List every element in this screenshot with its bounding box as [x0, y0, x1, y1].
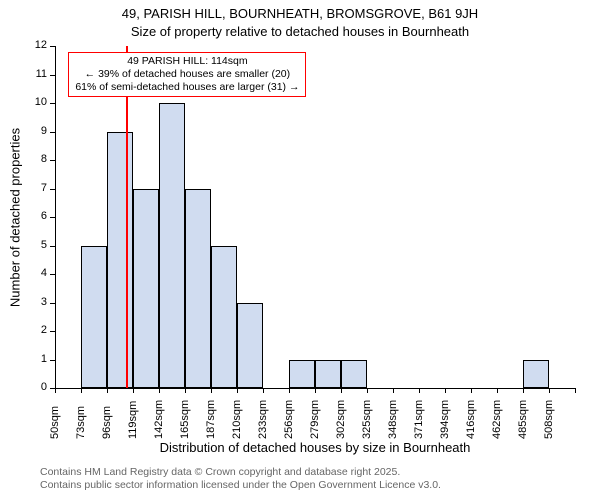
x-tick-label: 256sqm — [283, 395, 295, 439]
x-tick-label: 485sqm — [517, 395, 529, 439]
x-tick-label: 96sqm — [101, 395, 113, 439]
histogram-bar — [107, 132, 133, 389]
x-tick — [211, 388, 212, 393]
x-tick-label: 187sqm — [205, 395, 217, 439]
y-tick — [50, 75, 55, 76]
annotation-box: 49 PARISH HILL: 114sqm← 39% of detached … — [68, 52, 306, 97]
annotation-line2: ← 39% of detached houses are smaller (20… — [75, 68, 299, 81]
x-tick-label: 165sqm — [179, 395, 191, 439]
histogram-bar — [237, 303, 263, 389]
x-tick-label: 325sqm — [361, 395, 373, 439]
x-tick-label: 210sqm — [231, 395, 243, 439]
x-tick-label: 50sqm — [49, 395, 61, 439]
y-tick-label: 1 — [27, 353, 47, 365]
footer-line1: Contains HM Land Registry data © Crown c… — [40, 466, 441, 479]
y-tick-label: 9 — [27, 125, 47, 137]
x-tick-label: 462sqm — [491, 395, 503, 439]
x-tick — [237, 388, 238, 393]
chart-title-line2: Size of property relative to detached ho… — [0, 24, 600, 39]
y-tick — [50, 160, 55, 161]
histogram-bar — [81, 246, 107, 389]
x-tick — [367, 388, 368, 393]
x-tick — [471, 388, 472, 393]
x-tick — [523, 388, 524, 393]
footer-line2: Contains public sector information licen… — [40, 479, 441, 492]
footer-attribution: Contains HM Land Registry data © Crown c… — [40, 466, 441, 492]
x-tick — [497, 388, 498, 393]
y-tick-label: 6 — [27, 210, 47, 222]
y-tick-label: 0 — [27, 381, 47, 393]
histogram-bar — [315, 360, 341, 389]
x-tick — [445, 388, 446, 393]
y-tick-label: 11 — [27, 68, 47, 80]
x-tick — [107, 388, 108, 393]
y-tick-label: 8 — [27, 153, 47, 165]
x-tick-label: 233sqm — [257, 395, 269, 439]
x-tick — [159, 388, 160, 393]
y-tick — [50, 217, 55, 218]
y-tick — [50, 331, 55, 332]
y-tick-label: 12 — [27, 39, 47, 51]
y-tick-label: 5 — [27, 239, 47, 251]
x-tick-label: 302sqm — [335, 395, 347, 439]
x-tick — [393, 388, 394, 393]
chart-title-line1: 49, PARISH HILL, BOURNHEATH, BROMSGROVE,… — [0, 6, 600, 21]
x-tick — [575, 388, 576, 393]
chart-container: 49, PARISH HILL, BOURNHEATH, BROMSGROVE,… — [0, 0, 600, 500]
x-tick-label: 394sqm — [439, 395, 451, 439]
y-tick — [50, 303, 55, 304]
x-tick — [289, 388, 290, 393]
y-tick — [50, 360, 55, 361]
x-tick — [81, 388, 82, 393]
annotation-line1: 49 PARISH HILL: 114sqm — [75, 55, 299, 68]
x-axis-label: Distribution of detached houses by size … — [55, 440, 575, 455]
histogram-bar — [341, 360, 367, 389]
x-tick — [549, 388, 550, 393]
annotation-line3: 61% of semi-detached houses are larger (… — [75, 81, 299, 94]
y-tick — [50, 103, 55, 104]
x-tick — [263, 388, 264, 393]
x-tick — [185, 388, 186, 393]
x-tick-label: 73sqm — [75, 395, 87, 439]
x-tick-label: 416sqm — [465, 395, 477, 439]
x-tick-label: 348sqm — [387, 395, 399, 439]
y-tick-label: 2 — [27, 324, 47, 336]
x-tick-label: 119sqm — [127, 395, 139, 439]
y-tick-label: 4 — [27, 267, 47, 279]
x-tick — [419, 388, 420, 393]
y-tick — [50, 246, 55, 247]
y-axis-label: Number of detached properties — [8, 128, 23, 308]
y-tick — [50, 189, 55, 190]
x-tick-label: 508sqm — [543, 395, 555, 439]
histogram-bar — [185, 189, 211, 389]
y-tick-label: 3 — [27, 296, 47, 308]
x-tick — [341, 388, 342, 393]
histogram-bar — [159, 103, 185, 388]
x-tick — [55, 388, 56, 393]
histogram-bar — [289, 360, 315, 389]
x-tick — [315, 388, 316, 393]
y-tick — [50, 132, 55, 133]
y-tick-label: 7 — [27, 182, 47, 194]
x-tick-label: 371sqm — [413, 395, 425, 439]
y-tick-label: 10 — [27, 96, 47, 108]
y-tick — [50, 274, 55, 275]
histogram-bar — [211, 246, 237, 389]
x-tick-label: 142sqm — [153, 395, 165, 439]
x-tick-label: 279sqm — [309, 395, 321, 439]
histogram-bar — [133, 189, 159, 389]
histogram-bar — [523, 360, 549, 389]
y-tick — [50, 46, 55, 47]
x-tick — [133, 388, 134, 393]
